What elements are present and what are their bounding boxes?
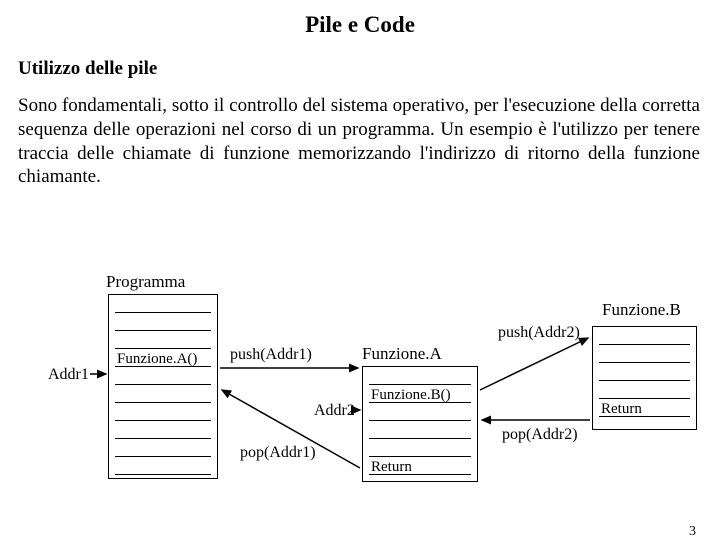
label-addr2: Addr2 [314, 402, 355, 420]
line-returnB: Return [599, 401, 642, 417]
page-number: 3 [689, 524, 696, 540]
stack-diagram: Programma Funzione.A() Addr1 push(Addr1)… [0, 272, 720, 532]
section-subtitle: Utilizzo delle pile [18, 58, 720, 80]
label-funzioneB: Funzione.B [602, 300, 681, 320]
label-push1: push(Addr1) [230, 346, 312, 364]
box-funzioneB: Return [592, 326, 697, 430]
label-funzioneA: Funzione.A [362, 344, 442, 364]
line-returnA: Return [369, 459, 412, 475]
box-funzioneA: Funzione.B() Return [362, 366, 478, 482]
line-funzioneB-call: Funzione.B() [369, 387, 451, 403]
label-pop2: pop(Addr2) [502, 426, 578, 444]
label-push2: push(Addr2) [498, 324, 580, 342]
box-programma: Funzione.A() [108, 294, 218, 479]
label-programma: Programma [106, 272, 185, 292]
label-addr1: Addr1 [48, 366, 89, 384]
label-pop1: pop(Addr1) [240, 444, 316, 462]
line-funzioneA-call: Funzione.A() [115, 351, 197, 367]
page-title: Pile e Code [0, 12, 720, 38]
body-paragraph: Sono fondamentali, sotto il controllo de… [18, 94, 700, 189]
